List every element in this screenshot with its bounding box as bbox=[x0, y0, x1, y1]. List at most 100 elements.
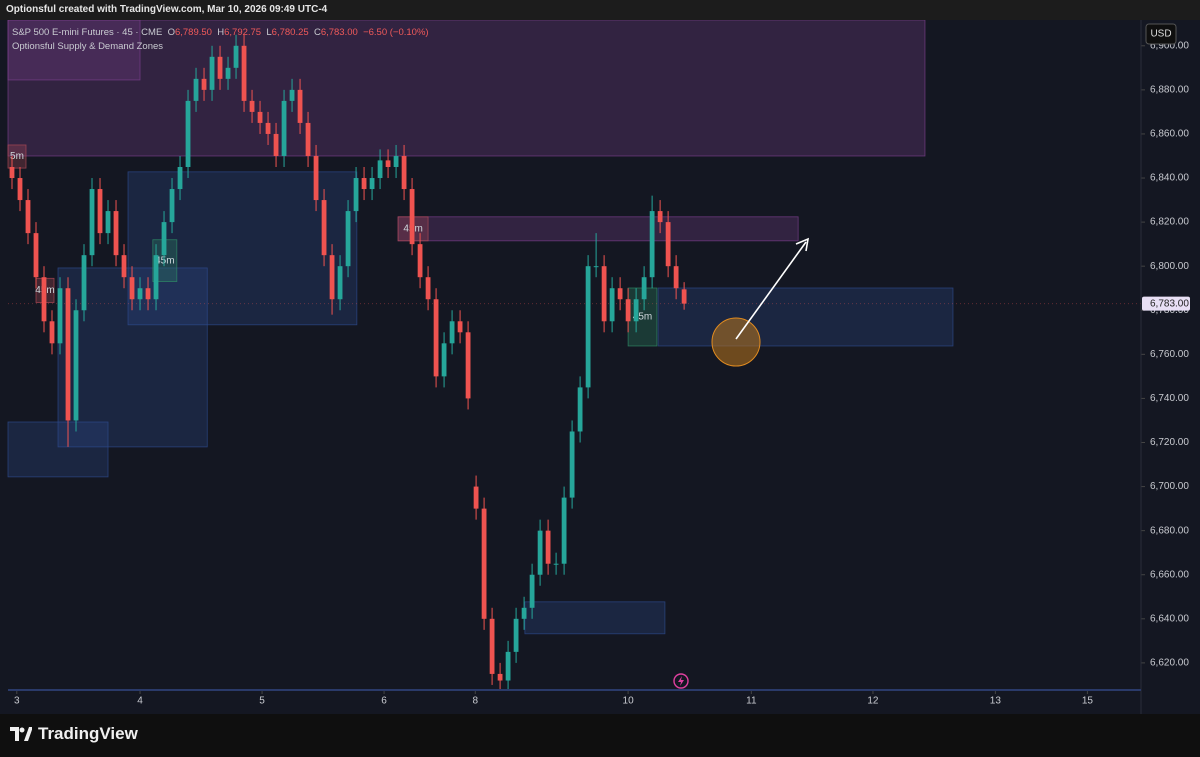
zone-label: 45m bbox=[633, 312, 652, 323]
candle-body bbox=[209, 56, 215, 90]
y-tick-label: 6,720.00 bbox=[1150, 437, 1189, 448]
candle-body bbox=[121, 255, 127, 278]
zone-label: 5m bbox=[10, 151, 24, 162]
candle-body bbox=[281, 100, 287, 156]
y-tick-label: 6,760.00 bbox=[1150, 349, 1189, 360]
candle-body bbox=[105, 211, 111, 234]
candle-body bbox=[561, 497, 567, 564]
candle-body bbox=[305, 122, 311, 156]
chart-background bbox=[0, 20, 1200, 714]
ohlc-key: H bbox=[217, 27, 225, 38]
zone bbox=[524, 601, 666, 635]
candle-body bbox=[577, 387, 583, 432]
candle-body bbox=[41, 277, 47, 322]
ohlc-value: 6,783.00 bbox=[320, 27, 358, 38]
candle-body bbox=[681, 289, 687, 304]
candle-body bbox=[57, 288, 63, 344]
candle-body bbox=[441, 343, 447, 377]
candle-body bbox=[217, 56, 223, 79]
event-icon[interactable] bbox=[673, 673, 689, 689]
candle-body bbox=[257, 111, 263, 123]
x-tick-label: 12 bbox=[867, 696, 879, 707]
candle-body bbox=[473, 486, 479, 509]
x-tick-label: 13 bbox=[990, 696, 1002, 707]
candle-body bbox=[649, 211, 655, 278]
x-tick-label: 15 bbox=[1082, 696, 1094, 707]
logo: TradingView bbox=[10, 724, 138, 744]
candle-body bbox=[665, 222, 671, 267]
zone bbox=[7, 20, 141, 81]
candle-body bbox=[137, 288, 143, 300]
change: −6.50 (−0.10%) bbox=[363, 27, 429, 38]
candle-body bbox=[377, 160, 383, 179]
candle-body bbox=[33, 233, 39, 278]
arrow-head bbox=[795, 237, 810, 252]
candle-body bbox=[529, 574, 535, 608]
indicator-name: Optionsful Supply & Demand Zones bbox=[12, 41, 164, 52]
candle-body bbox=[609, 288, 615, 322]
x-tick-label: 6 bbox=[381, 696, 387, 707]
header: Optionsful created with TradingView.com,… bbox=[0, 0, 1200, 20]
x-tick-label: 3 bbox=[14, 696, 20, 707]
candle-body bbox=[641, 277, 647, 300]
y-tick-label: 6,640.00 bbox=[1150, 613, 1189, 624]
candle-body bbox=[353, 178, 359, 212]
ohlc-key: O bbox=[167, 27, 175, 38]
y-tick-label: 6,840.00 bbox=[1150, 173, 1189, 184]
zone bbox=[7, 421, 109, 478]
highlight-circle bbox=[711, 317, 761, 367]
candle-body bbox=[129, 277, 135, 300]
logo-icon bbox=[10, 727, 32, 741]
y-tick-label: 6,740.00 bbox=[1150, 393, 1189, 404]
x-tick-label: 5 bbox=[259, 696, 265, 707]
candle-body bbox=[385, 160, 391, 168]
currency-box[interactable] bbox=[1145, 23, 1177, 45]
candle-body bbox=[449, 321, 455, 344]
candle-body bbox=[425, 277, 431, 300]
candle-body bbox=[97, 189, 103, 234]
zone bbox=[7, 20, 926, 157]
y-tick-label: 6,680.00 bbox=[1150, 525, 1189, 536]
candle-body bbox=[25, 200, 31, 234]
candle-body bbox=[489, 618, 495, 674]
candle-body bbox=[465, 332, 471, 399]
candle-body bbox=[393, 155, 399, 168]
zones: 45m45m5m45m45m bbox=[7, 20, 954, 635]
candle-body bbox=[17, 178, 23, 201]
candle-body bbox=[513, 618, 519, 652]
candle-body bbox=[297, 89, 303, 123]
candle-body bbox=[417, 244, 423, 278]
candle-body bbox=[321, 200, 327, 256]
y-tick-label: 6,700.00 bbox=[1150, 481, 1189, 492]
candle-body bbox=[433, 299, 439, 377]
candle-body bbox=[289, 89, 295, 101]
y-tick-label: 6,880.00 bbox=[1150, 85, 1189, 96]
candle-body bbox=[409, 189, 415, 245]
last-price-label: 6,783.00 bbox=[1150, 298, 1189, 309]
candle-body bbox=[81, 255, 87, 311]
candle-body bbox=[537, 530, 543, 575]
candle-body bbox=[313, 155, 319, 201]
currency: USD bbox=[1150, 29, 1171, 40]
candle-body bbox=[249, 100, 255, 112]
ohlc-value: 6,789.50 bbox=[174, 27, 212, 38]
candle-body bbox=[169, 189, 175, 223]
candle-body bbox=[569, 431, 575, 498]
candle-body bbox=[233, 45, 239, 68]
ohlc-key: L bbox=[266, 27, 272, 38]
candles bbox=[9, 34, 687, 690]
candle-body bbox=[225, 67, 231, 79]
chart: 45m45m5m45m45m 6,620.006,640.006,660.006… bbox=[0, 20, 1200, 714]
candle-body bbox=[177, 167, 183, 190]
candle-body bbox=[369, 178, 375, 190]
y-tick-label: 6,800.00 bbox=[1150, 261, 1189, 272]
candle-body bbox=[265, 122, 271, 134]
candle-body bbox=[161, 222, 167, 256]
y-tick-label: 6,900.00 bbox=[1150, 40, 1189, 51]
last-price-box bbox=[1142, 296, 1190, 311]
candle-body bbox=[273, 133, 279, 156]
candle-body bbox=[657, 211, 663, 223]
x-tick-label: 8 bbox=[473, 696, 479, 707]
y-tick-label: 6,860.00 bbox=[1150, 129, 1189, 140]
